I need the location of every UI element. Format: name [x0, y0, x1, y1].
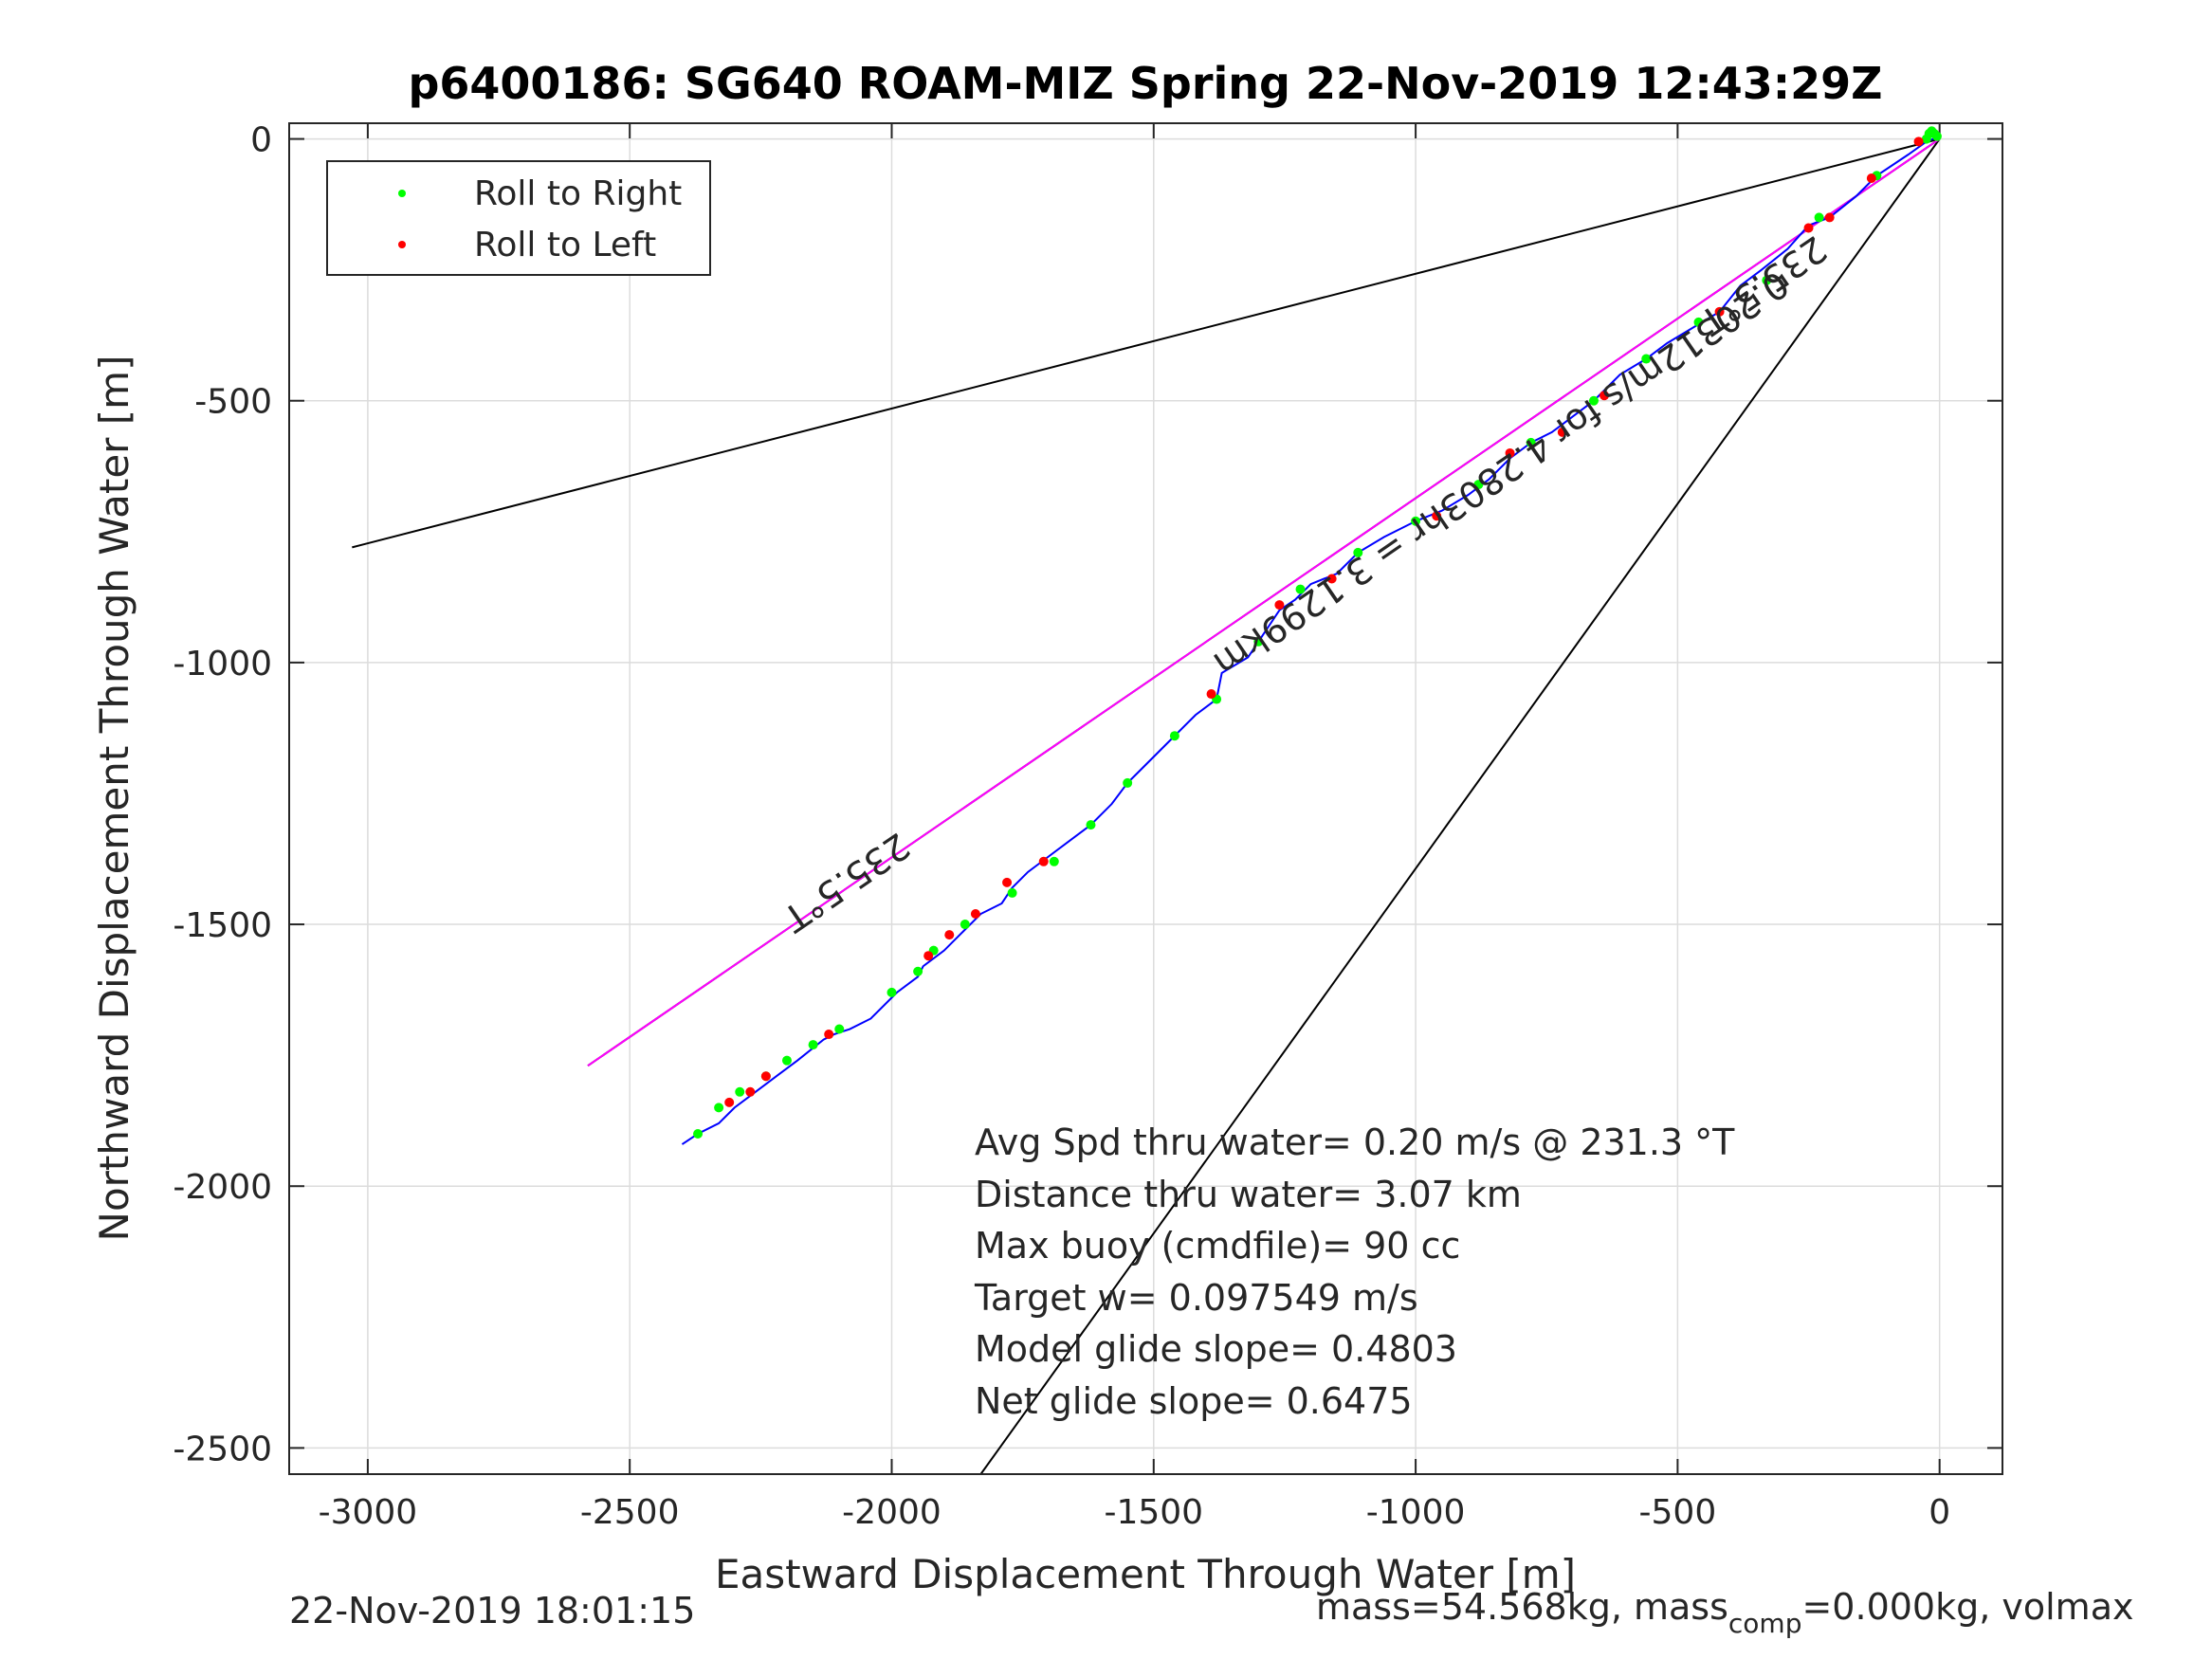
- roll-left-point: [1274, 600, 1285, 611]
- roll-left-point: [1002, 877, 1013, 887]
- roll-left-point: [944, 930, 955, 940]
- roll-left-point: [1206, 689, 1216, 700]
- roll-left-points: [724, 137, 1924, 1107]
- x-tick-label: -500: [1639, 1493, 1717, 1532]
- roll-left-point: [1803, 223, 1814, 233]
- roll-left-point: [1600, 391, 1610, 401]
- roll-right-point: [1526, 437, 1536, 447]
- y-tick-label: -2000: [173, 1168, 272, 1207]
- roll-right-point: [1086, 820, 1096, 830]
- roll-left-point: [745, 1086, 756, 1097]
- roll-left-point: [970, 909, 980, 920]
- roll-left-point: [824, 1030, 834, 1040]
- x-tick-label: -1500: [1104, 1493, 1203, 1532]
- legend-label-roll-left: Roll to Left: [474, 226, 656, 264]
- track-line: [681, 135, 1941, 1145]
- roll-right-point: [1693, 317, 1704, 327]
- legend-marker-roll-left: [398, 241, 406, 248]
- roll-right-points: [693, 126, 1942, 1139]
- roll-right-point: [1814, 212, 1824, 223]
- roll-left-point: [1432, 511, 1442, 521]
- roll-right-point: [1473, 480, 1484, 490]
- roll-left-point: [1505, 447, 1515, 458]
- roll-left-point: [1557, 427, 1567, 437]
- roll-right-point: [1411, 516, 1421, 526]
- x-ticks: -3000 -2500 -2000 -1500 -1000 -500 0: [319, 123, 1950, 1532]
- roll-right-point: [808, 1040, 818, 1050]
- y-tick-label: 0: [250, 121, 272, 160]
- roll-right-point: [1641, 354, 1652, 364]
- stat-line: Avg Spd thru water= 0.20 m/s @ 231.3 °T: [975, 1121, 1735, 1163]
- legend-box: [326, 160, 711, 276]
- roll-left-point: [1326, 574, 1337, 584]
- roll-left-point: [1913, 137, 1924, 147]
- roll-left-point: [923, 951, 934, 961]
- x-tick-label: -2000: [842, 1493, 941, 1532]
- roll-right-point: [714, 1103, 724, 1113]
- footer-mass-suffix: =0.000kg, volmax: [1801, 1586, 2133, 1628]
- roll-right-point: [1762, 275, 1772, 285]
- legend-marker-roll-right: [398, 190, 406, 197]
- roll-left-point: [1038, 856, 1049, 866]
- y-tick-label: -1500: [173, 906, 272, 945]
- roll-right-point: [834, 1024, 845, 1034]
- footer-mass-prefix: mass=54.568kg, mass: [1316, 1586, 1728, 1628]
- x-tick-label: -1000: [1366, 1493, 1466, 1532]
- roll-right-point: [1253, 636, 1264, 647]
- axes-box: [288, 122, 2003, 1475]
- roll-right-point: [1123, 777, 1133, 788]
- roll-right-point: [913, 966, 923, 976]
- roll-right-point: [693, 1128, 704, 1139]
- footer-mass-subscript: comp: [1728, 1608, 1802, 1639]
- roll-right-point: [1007, 887, 1017, 898]
- roll-left-point: [1714, 306, 1725, 317]
- legend: Roll to Right Roll to Left: [326, 160, 711, 276]
- y-axis-label: Northward Displacement Through Water [m]: [91, 356, 137, 1242]
- roll-right-point: [735, 1086, 745, 1097]
- y-tick-label: -500: [194, 383, 272, 422]
- footer-timestamp: 22-Nov-2019 18:01:15: [289, 1590, 695, 1632]
- stats-block: Avg Spd thru water= 0.20 m/s @ 231.3 °T …: [974, 1121, 1735, 1422]
- roll-right-point: [1588, 395, 1599, 406]
- legend-label-roll-right: Roll to Right: [474, 174, 682, 213]
- stat-line: Net glide slope= 0.6475: [975, 1380, 1413, 1422]
- roll-left-point: [760, 1071, 771, 1082]
- grid: [289, 123, 2002, 1474]
- reference-line: [979, 137, 1941, 1474]
- reference-line: [352, 137, 1940, 549]
- roll-right-point: [1921, 134, 1931, 144]
- roll-right-point: [1295, 584, 1306, 594]
- stat-line: Model glide slope= 0.4803: [975, 1328, 1457, 1370]
- x-axis-label: Eastward Displacement Through Water [m]: [715, 1551, 1576, 1597]
- footer-mass-info: mass=54.568kg, masscomp=0.000kg, volmax: [1316, 1586, 2133, 1639]
- roll-right-point: [960, 920, 970, 930]
- chart-title: p6400186: SG640 ROAM-MIZ Spring 22-Nov-2…: [408, 58, 1882, 109]
- x-tick-label: 0: [1929, 1493, 1950, 1532]
- plot-area: [289, 123, 2002, 1474]
- stat-line: Target w= 0.097549 m/s: [974, 1277, 1418, 1319]
- roll-right-point: [1169, 731, 1179, 741]
- roll-left-point: [1824, 212, 1835, 223]
- stat-line: Distance thru water= 3.07 km: [975, 1174, 1522, 1215]
- stat-line: Max buoy (cmdfile)= 90 cc: [975, 1225, 1460, 1267]
- roll-right-point: [1353, 547, 1363, 557]
- x-tick-label: -3000: [319, 1493, 418, 1532]
- roll-right-point: [1049, 856, 1059, 866]
- roll-right-point: [781, 1055, 792, 1066]
- roll-left-point: [1866, 173, 1876, 183]
- roll-right-point: [887, 987, 897, 997]
- roll-left-point: [724, 1097, 735, 1107]
- y-tick-label: -2500: [173, 1430, 272, 1468]
- y-tick-label: -1000: [173, 645, 272, 684]
- x-tick-label: -2500: [580, 1493, 680, 1532]
- heading-line: [587, 137, 1941, 1067]
- y-ticks: 0 -500 -1000 -1500 -2000 -2500: [173, 121, 2002, 1468]
